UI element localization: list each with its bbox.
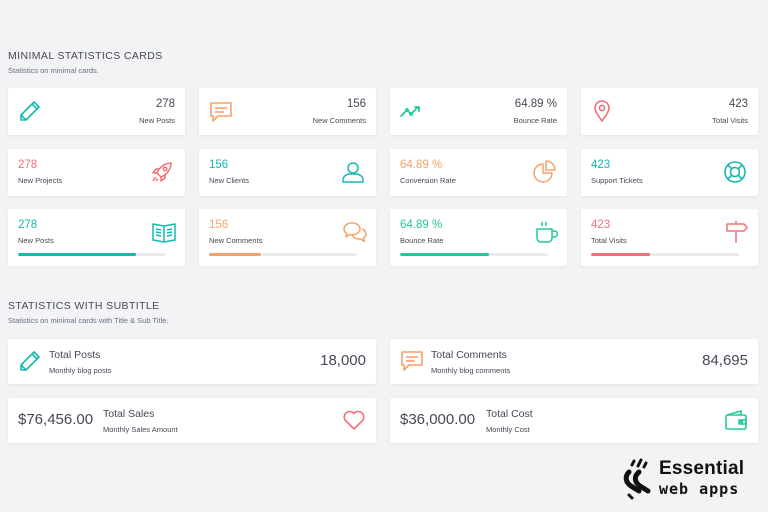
stat-value: 423 <box>591 219 611 231</box>
pencil-icon <box>18 349 42 373</box>
stat-card-total-visits: 423 Total Visits <box>581 88 758 135</box>
stat-value: 278 <box>155 98 175 110</box>
rocket-icon <box>150 160 174 184</box>
progress-card-bounce-rate: 64.89 % Bounce Rate <box>390 209 567 266</box>
map-pin-icon <box>590 99 614 123</box>
section-subtitle-minimal: Statistics on minimal cards. <box>8 66 99 75</box>
section-title-minimal: MINIMAL STATISTICS CARDS <box>8 50 163 62</box>
brand-name: Essential <box>659 458 745 479</box>
stat-label: Total Visits <box>712 116 748 125</box>
pencil-icon <box>18 99 42 123</box>
progress-bar <box>400 253 548 256</box>
card-title: Total Comments <box>431 349 507 361</box>
cup-icon <box>534 220 558 244</box>
card-subtitle: Monthly blog posts <box>49 366 112 375</box>
progress-card-new-comments: 156 New Comments <box>199 209 376 266</box>
stat-value: 156 <box>209 219 229 231</box>
stat-card-new-projects: 278 New Projects <box>8 149 185 196</box>
card-title: Total Sales <box>103 408 155 420</box>
stat-value: 64.89 % <box>400 219 443 231</box>
card-title: Total Posts <box>49 349 101 361</box>
subtitle-card-total-posts: Total Posts Monthly blog posts 18,000 <box>8 339 376 384</box>
progress-bar <box>209 253 357 256</box>
card-value: 18,000 <box>320 352 366 369</box>
pie-chart-icon <box>532 160 556 184</box>
stat-card-new-posts: 278 New Posts <box>8 88 185 135</box>
subtitle-card-total-comments: Total Comments Monthly blog comments 84,… <box>390 339 758 384</box>
progress-fill <box>209 253 261 256</box>
stat-card-new-comments: 156 New Comments <box>199 88 376 135</box>
section-title-subtitle: STATISTICS WITH SUBTITLE <box>8 300 160 312</box>
card-value: $76,456.00 <box>18 411 94 428</box>
card-subtitle: Monthly Cost <box>486 425 530 434</box>
card-title: Total Cost <box>486 408 533 420</box>
progress-bar <box>591 253 739 256</box>
stat-label: Bounce Rate <box>513 116 557 125</box>
progress-fill <box>591 253 651 256</box>
chat-bubbles-icon <box>343 220 367 244</box>
brand-tagline: web apps <box>659 480 740 498</box>
stat-label: Conversion Rate <box>400 176 456 185</box>
stat-label: New Posts <box>139 116 175 125</box>
card-subtitle: Monthly blog comments <box>431 366 511 375</box>
brand-watermark: Essential web apps <box>623 458 763 502</box>
progress-card-new-posts: 278 New Posts <box>8 209 185 266</box>
wallet-icon <box>724 408 748 432</box>
book-icon <box>152 220 176 244</box>
stat-label: New Projects <box>18 176 63 185</box>
heart-icon <box>342 408 366 432</box>
section-subtitle-subtitle: Statistics on minimal cards with Title &… <box>8 316 169 325</box>
stat-value: 278 <box>18 219 38 231</box>
stat-value: 156 <box>209 159 229 171</box>
stat-label: New Posts <box>18 236 54 245</box>
stat-value: 156 <box>346 98 366 110</box>
stat-card-support-tickets: 423 Support Tickets <box>581 149 758 196</box>
progress-bar <box>18 253 166 256</box>
stat-value: 278 <box>18 159 38 171</box>
stat-label: New Comments <box>312 116 366 125</box>
progress-fill <box>18 253 137 256</box>
stat-card-new-clients: 156 New Clients <box>199 149 376 196</box>
brand-logo-icon <box>623 458 655 500</box>
progress-card-total-visits: 423 Total Visits <box>581 209 758 266</box>
stat-card-conversion-rate: 64.89 % Conversion Rate <box>390 149 567 196</box>
signpost-icon <box>725 220 749 244</box>
subtitle-card-total-cost: $36,000.00 Total Cost Monthly Cost <box>390 398 758 443</box>
card-value: 84,695 <box>702 352 748 369</box>
stat-label: New Comments <box>209 236 263 245</box>
subtitle-card-total-sales: $76,456.00 Total Sales Monthly Sales Amo… <box>8 398 376 443</box>
card-subtitle: Monthly Sales Amount <box>103 425 178 434</box>
trend-line-icon <box>400 99 424 123</box>
stat-label: Total Visits <box>591 236 627 245</box>
speech-bubble-icon <box>209 100 233 124</box>
stat-value: 64.89 % <box>400 159 443 171</box>
stat-label: New Clients <box>209 176 250 185</box>
card-value: $36,000.00 <box>400 411 476 428</box>
stat-label: Bounce Rate <box>400 236 444 245</box>
stat-value: 64.89 % <box>514 98 557 110</box>
stat-label: Support Tickets <box>591 176 643 185</box>
progress-fill <box>400 253 489 256</box>
stat-value: 423 <box>728 98 748 110</box>
user-icon <box>341 160 365 184</box>
life-ring-icon <box>723 160 747 184</box>
stat-value: 423 <box>591 159 611 171</box>
stat-card-bounce-rate: 64.89 % Bounce Rate <box>390 88 567 135</box>
speech-bubble-icon <box>400 349 424 373</box>
